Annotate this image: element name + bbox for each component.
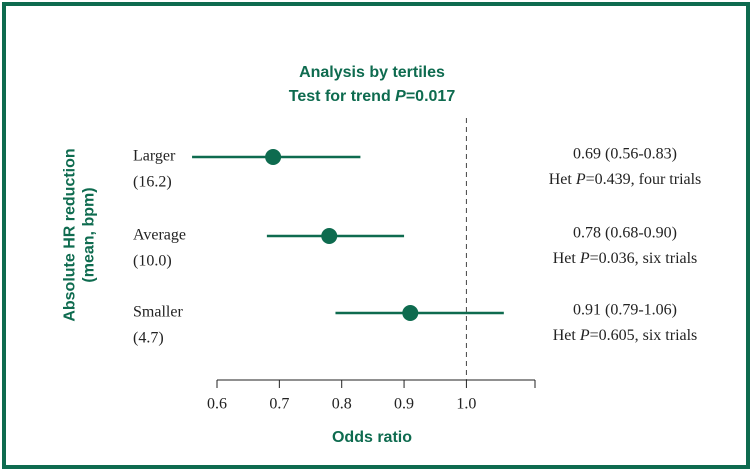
het-label-part: =0.036, six trials	[590, 250, 698, 267]
category-sublabel: (16.2)	[133, 174, 172, 191]
point-estimate	[321, 228, 338, 244]
category-label: Average	[133, 227, 186, 244]
point-estimate	[265, 149, 282, 165]
het-label-part: Het	[549, 171, 576, 188]
x-tick-label: 0.6	[207, 396, 227, 413]
chart-title: Analysis by tertiles	[299, 64, 445, 81]
y-axis-label-line: Absolute HR reduction	[62, 148, 79, 321]
x-tick-label: 1.0	[456, 396, 476, 413]
y-axis-label: Absolute HR reduction (mean, bpm)	[62, 148, 98, 321]
het-label-part: P	[575, 171, 586, 188]
value-label: 0.69 (0.56-0.83)	[573, 146, 677, 163]
het-label: Het P=0.439, four trials	[549, 171, 702, 188]
het-label-part: =0.605, six trials	[590, 327, 698, 344]
x-axis-label: Odds ratio	[332, 429, 412, 446]
value-label: 0.91 (0.79-1.06)	[573, 302, 677, 319]
chart-title-part: Analysis by tertiles	[299, 64, 445, 81]
x-tick-label: 0.8	[332, 396, 352, 413]
het-label-part: Het	[553, 250, 580, 267]
category-label: Larger	[133, 148, 176, 165]
value-label: 0.78 (0.68-0.90)	[573, 225, 677, 242]
chart-title-part: Test for trend	[289, 88, 395, 105]
chart-title: Test for trend P=0.017	[289, 88, 456, 105]
het-label-part: P	[579, 327, 590, 344]
category-label: Smaller	[133, 304, 183, 321]
x-tick-label: 0.7	[269, 396, 289, 413]
chart-title-part: =0.017	[406, 88, 455, 105]
het-label-part: P	[579, 250, 590, 267]
category-sublabel: (4.7)	[133, 330, 164, 347]
het-label: Het P=0.605, six trials	[553, 327, 698, 344]
het-label-part: Het	[553, 327, 580, 344]
category-sublabel: (10.0)	[133, 253, 172, 270]
x-tick-label: 0.9	[394, 396, 414, 413]
het-label: Het P=0.036, six trials	[553, 250, 698, 267]
het-label-part: =0.439, four trials	[586, 171, 702, 188]
y-axis-label-line: (mean, bpm)	[81, 187, 98, 282]
point-estimate	[402, 305, 419, 321]
chart-title-part: P	[395, 88, 406, 105]
